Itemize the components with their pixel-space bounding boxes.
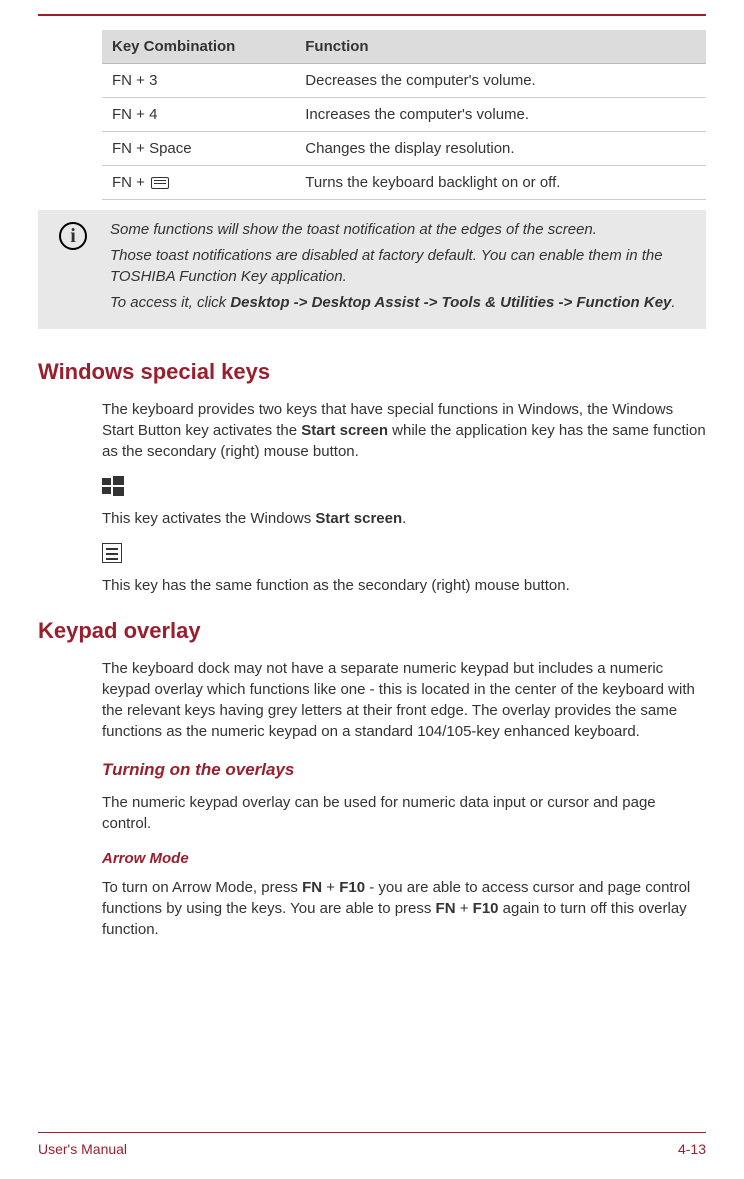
s2f: FN [436,900,456,917]
top-border [38,14,706,16]
s2d: F10 [339,879,365,896]
s1p2a: This key activates the Windows [102,510,315,527]
section2-p1: The keyboard dock may not have a separat… [102,658,706,742]
section2-sub2-p: To turn on Arrow Mode, press FN + F10 - … [102,877,706,940]
cell-key: FN + 4 [102,98,295,132]
cell-func: Turns the keyboard backlight on or off. [295,166,706,200]
info-p3-suffix: . [671,294,675,311]
section1-p2: This key activates the Windows Start scr… [102,508,706,529]
footer-right: 4-13 [678,1141,706,1157]
table-row: FN + Space Changes the display resolutio… [102,132,706,166]
cell-func: Changes the display resolution. [295,132,706,166]
application-key-icon [102,543,122,563]
section2-sub1-p: The numeric keypad overlay can be used f… [102,792,706,834]
page-content: Key Combination Function FN + 3 Decrease… [0,0,744,940]
info-icon: i [59,222,87,250]
s2g: + [456,900,473,917]
s1p1b: Start screen [301,422,388,439]
info-p3-prefix: To access it, click [110,294,230,311]
s1p2c: . [402,510,406,527]
table-row: FN + 3 Decreases the computer's volume. [102,64,706,98]
heading-keypad-overlay: Keypad overlay [38,618,706,644]
info-p2: Those toast notifications are disabled a… [110,246,698,287]
section1-p1: The keyboard provides two keys that have… [102,399,706,462]
info-p3: To access it, click Desktop -> Desktop A… [110,293,698,313]
cell-func: Increases the computer's volume. [295,98,706,132]
col-header-function: Function [295,30,706,64]
table-header-row: Key Combination Function [102,30,706,64]
info-p1: Some functions will show the toast notif… [110,220,698,240]
subheading-arrow-mode: Arrow Mode [102,850,706,867]
col-header-key: Key Combination [102,30,295,64]
footer-left: User's Manual [38,1141,127,1157]
cell-key: FN + Space [102,132,295,166]
subheading-turning-on: Turning on the overlays [102,760,706,780]
windows-key-icon [102,476,124,496]
info-note: i Some functions will show the toast not… [38,210,706,329]
cell-key: FN + 3 [102,64,295,98]
page-footer: User's Manual 4-13 [38,1132,706,1157]
s1p2b: Start screen [315,510,402,527]
info-p3-bold: Desktop -> Desktop Assist -> Tools & Uti… [230,294,671,311]
cell-func: Decreases the computer's volume. [295,64,706,98]
s2b: FN [302,879,322,896]
info-icon-wrap: i [46,220,100,319]
key-combination-table: Key Combination Function FN + 3 Decrease… [102,30,706,200]
cell-key-prefix: FN + [112,174,149,191]
s2h: F10 [473,900,499,917]
keyboard-backlight-icon [151,177,169,189]
s2c: + [322,879,339,896]
table-row: FN + Turns the keyboard backlight on or … [102,166,706,200]
s2a: To turn on Arrow Mode, press [102,879,302,896]
info-text: Some functions will show the toast notif… [110,220,698,319]
section1-p3: This key has the same function as the se… [102,575,706,596]
table-row: FN + 4 Increases the computer's volume. [102,98,706,132]
heading-windows-special-keys: Windows special keys [38,359,706,385]
cell-key: FN + [102,166,295,200]
